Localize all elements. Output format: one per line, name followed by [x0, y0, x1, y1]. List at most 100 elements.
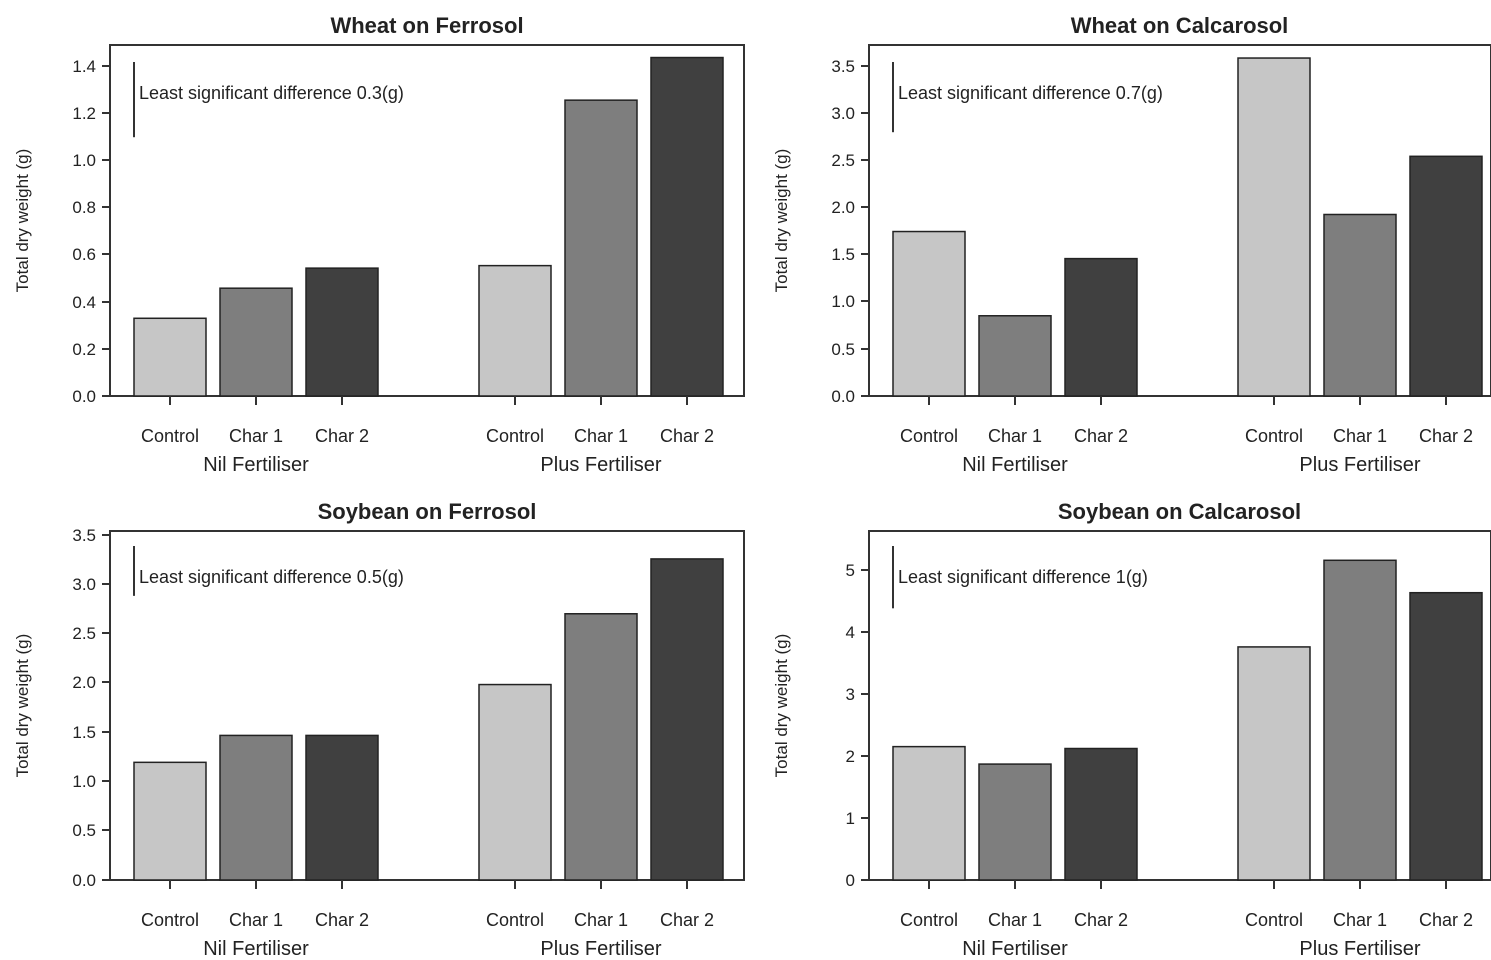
x-category-label: Char 1 — [988, 910, 1042, 930]
plot-frame — [868, 44, 1491, 397]
x-group-label: Plus Fertiliser — [1299, 454, 1420, 476]
bar-char-1 — [978, 315, 1052, 397]
x-category-label: Control — [141, 426, 199, 446]
bar-char-1 — [564, 99, 638, 397]
bar-char-2 — [305, 267, 379, 397]
y-tick-label: 1.5 — [72, 723, 96, 742]
lsd-annotation: Least significant difference 0.3(g) — [139, 83, 404, 103]
y-tick-label: 0.0 — [72, 387, 96, 406]
bar-char-1 — [219, 287, 293, 397]
lsd-annotation: Least significant difference 1(g) — [898, 567, 1148, 587]
y-tick-label: 3.5 — [831, 57, 855, 76]
x-category-label: Char 1 — [229, 426, 283, 446]
x-category-label: Char 1 — [574, 426, 628, 446]
y-tick-label: 1 — [846, 809, 855, 828]
x-category-label: Control — [1245, 426, 1303, 446]
x-category-label: Control — [486, 910, 544, 930]
bar-control — [478, 683, 552, 881]
y-tick-label: 4 — [846, 623, 855, 642]
bar-char-2 — [650, 56, 724, 397]
x-category-label: Char 1 — [574, 910, 628, 930]
chart-title: Wheat on Calcarosol — [1071, 13, 1289, 38]
y-axis-label: Total dry weight (g) — [772, 634, 791, 778]
bar-char-2 — [305, 734, 379, 881]
x-category-label: Control — [486, 426, 544, 446]
x-category-label: Char 1 — [1333, 426, 1387, 446]
plot-frame — [868, 530, 1491, 881]
lsd-annotation: Least significant difference 0.5(g) — [139, 567, 404, 587]
bar-control — [1237, 57, 1311, 397]
x-category-label: Char 1 — [988, 426, 1042, 446]
y-tick-label: 2.5 — [831, 151, 855, 170]
bar-char-1 — [1323, 213, 1397, 397]
chart-title: Soybean on Ferrosol — [318, 499, 537, 524]
plot-frame — [109, 530, 745, 881]
x-category-label: Char 2 — [315, 426, 369, 446]
bar-char-1 — [978, 763, 1052, 881]
y-tick-label: 2 — [846, 747, 855, 766]
y-tick-label: 1.5 — [831, 245, 855, 264]
y-tick-label: 3 — [846, 685, 855, 704]
bar-char-1 — [564, 613, 638, 881]
x-group-label: Nil Fertiliser — [962, 454, 1068, 476]
bar-control — [892, 230, 966, 397]
x-category-label: Control — [900, 426, 958, 446]
x-group-label: Nil Fertiliser — [203, 938, 309, 960]
y-tick-label: 1.0 — [72, 772, 96, 791]
y-tick-label: 0.2 — [72, 340, 96, 359]
plot-frame — [109, 44, 745, 397]
chart-panel-1: Wheat on Ferrosol 0.0 0.2 0.4 0.6 0.8 1.0 1.2 1.… — [13, 13, 745, 476]
bar-control — [133, 761, 207, 881]
x-category-label: Char 1 — [1333, 910, 1387, 930]
chart-title: Soybean on Calcarosol — [1058, 499, 1301, 524]
bar-char-2 — [1409, 155, 1483, 397]
bar-char-2 — [1064, 747, 1138, 881]
y-tick-label: 0.8 — [72, 198, 96, 217]
y-tick-label: 1.0 — [72, 151, 96, 170]
x-group-label: Plus Fertiliser — [540, 938, 661, 960]
x-category-label: Control — [1245, 910, 1303, 930]
x-group-label: Plus Fertiliser — [540, 454, 661, 476]
chart-panel-4: Soybean on Calcarosol 0 1 2 3 4 5 Total dry wei… — [772, 499, 1491, 960]
y-axis-label: Total dry weight (g) — [772, 149, 791, 293]
x-category-label: Char 2 — [1419, 910, 1473, 930]
x-group-label: Plus Fertiliser — [1299, 938, 1420, 960]
y-tick-label: 3.5 — [72, 526, 96, 545]
chart-title: Wheat on Ferrosol — [330, 13, 523, 38]
bar-char-2 — [1064, 257, 1138, 397]
x-group-label: Nil Fertiliser — [962, 938, 1068, 960]
y-tick-label: 2.0 — [72, 673, 96, 692]
chart-panel-3: Soybean on Ferrosol 0.0 0.5 1.0 1.5 2.0 2.5 3.0… — [13, 499, 745, 960]
bar-char-1 — [1323, 559, 1397, 881]
bar-control — [1237, 646, 1311, 881]
x-category-label: Control — [141, 910, 199, 930]
x-category-label: Char 2 — [660, 910, 714, 930]
y-tick-label: 0 — [846, 871, 855, 890]
x-category-label: Char 2 — [1074, 426, 1128, 446]
y-tick-label: 0.5 — [831, 340, 855, 359]
x-category-label: Char 1 — [229, 910, 283, 930]
y-tick-label: 2.0 — [831, 198, 855, 217]
bar-char-1 — [219, 734, 293, 881]
x-category-label: Control — [900, 910, 958, 930]
y-tick-label: 0.5 — [72, 821, 96, 840]
y-tick-label: 0.4 — [72, 293, 96, 312]
y-axis-label: Total dry weight (g) — [13, 149, 32, 293]
bar-control — [892, 745, 966, 881]
x-group-label: Nil Fertiliser — [203, 454, 309, 476]
chart-panel-2: Wheat on Calcarosol 0.0 0.5 1.0 1.5 2.0 2.5 3.0… — [772, 13, 1491, 476]
y-tick-label: 1.4 — [72, 57, 96, 76]
bar-control — [133, 317, 207, 397]
y-tick-label: 0.6 — [72, 245, 96, 264]
x-category-label: Char 2 — [1074, 910, 1128, 930]
y-tick-label: 3.0 — [72, 575, 96, 594]
y-axis-label: Total dry weight (g) — [13, 634, 32, 778]
y-tick-label: 1.0 — [831, 292, 855, 311]
bar-char-2 — [650, 558, 724, 881]
bar-control — [478, 264, 552, 397]
y-tick-label: 0.0 — [72, 871, 96, 890]
y-tick-label: 0.0 — [831, 387, 855, 406]
y-tick-label: 5 — [846, 561, 855, 580]
y-tick-label: 2.5 — [72, 624, 96, 643]
